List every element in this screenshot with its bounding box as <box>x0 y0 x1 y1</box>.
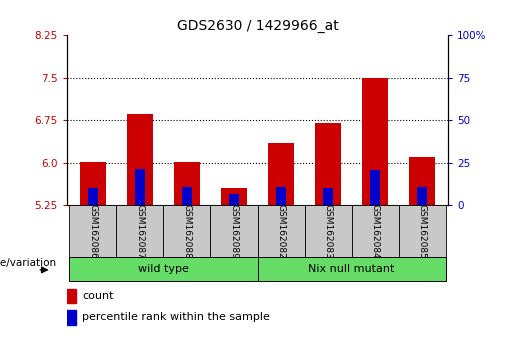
Bar <box>70 205 116 257</box>
Bar <box>163 205 211 257</box>
Bar <box>258 257 445 281</box>
Bar <box>362 78 388 205</box>
Text: genotype/variation: genotype/variation <box>0 258 57 268</box>
Text: GSM162087: GSM162087 <box>135 204 144 258</box>
Bar <box>135 169 145 205</box>
Text: GSM162088: GSM162088 <box>182 204 192 258</box>
Text: GSM162082: GSM162082 <box>277 204 285 258</box>
Bar <box>276 187 286 205</box>
Text: wild type: wild type <box>138 264 189 274</box>
Bar <box>116 205 163 257</box>
Bar <box>268 143 294 205</box>
Bar <box>417 187 427 205</box>
Bar <box>67 310 76 325</box>
Bar <box>221 188 247 205</box>
Bar <box>127 114 153 205</box>
Bar <box>80 162 106 205</box>
Bar <box>399 205 445 257</box>
Text: percentile rank within the sample: percentile rank within the sample <box>82 312 270 322</box>
Bar <box>315 123 341 205</box>
Text: GSM162083: GSM162083 <box>323 204 333 258</box>
Bar <box>182 187 192 205</box>
Bar <box>229 194 239 205</box>
Text: GSM162084: GSM162084 <box>371 204 380 258</box>
Text: GSM162086: GSM162086 <box>89 204 97 258</box>
Bar <box>211 205 258 257</box>
Bar <box>67 289 76 303</box>
Bar <box>174 162 200 205</box>
Bar <box>304 205 352 257</box>
Bar <box>409 157 435 205</box>
Bar <box>70 257 258 281</box>
Bar <box>352 205 399 257</box>
Bar <box>88 188 98 205</box>
Text: count: count <box>82 291 114 301</box>
Text: GSM162089: GSM162089 <box>230 204 238 258</box>
Bar <box>370 170 380 205</box>
Text: Nix null mutant: Nix null mutant <box>308 264 395 274</box>
Text: GSM162085: GSM162085 <box>418 204 426 258</box>
Bar <box>258 205 304 257</box>
Title: GDS2630 / 1429966_at: GDS2630 / 1429966_at <box>177 19 338 33</box>
Bar <box>323 188 333 205</box>
